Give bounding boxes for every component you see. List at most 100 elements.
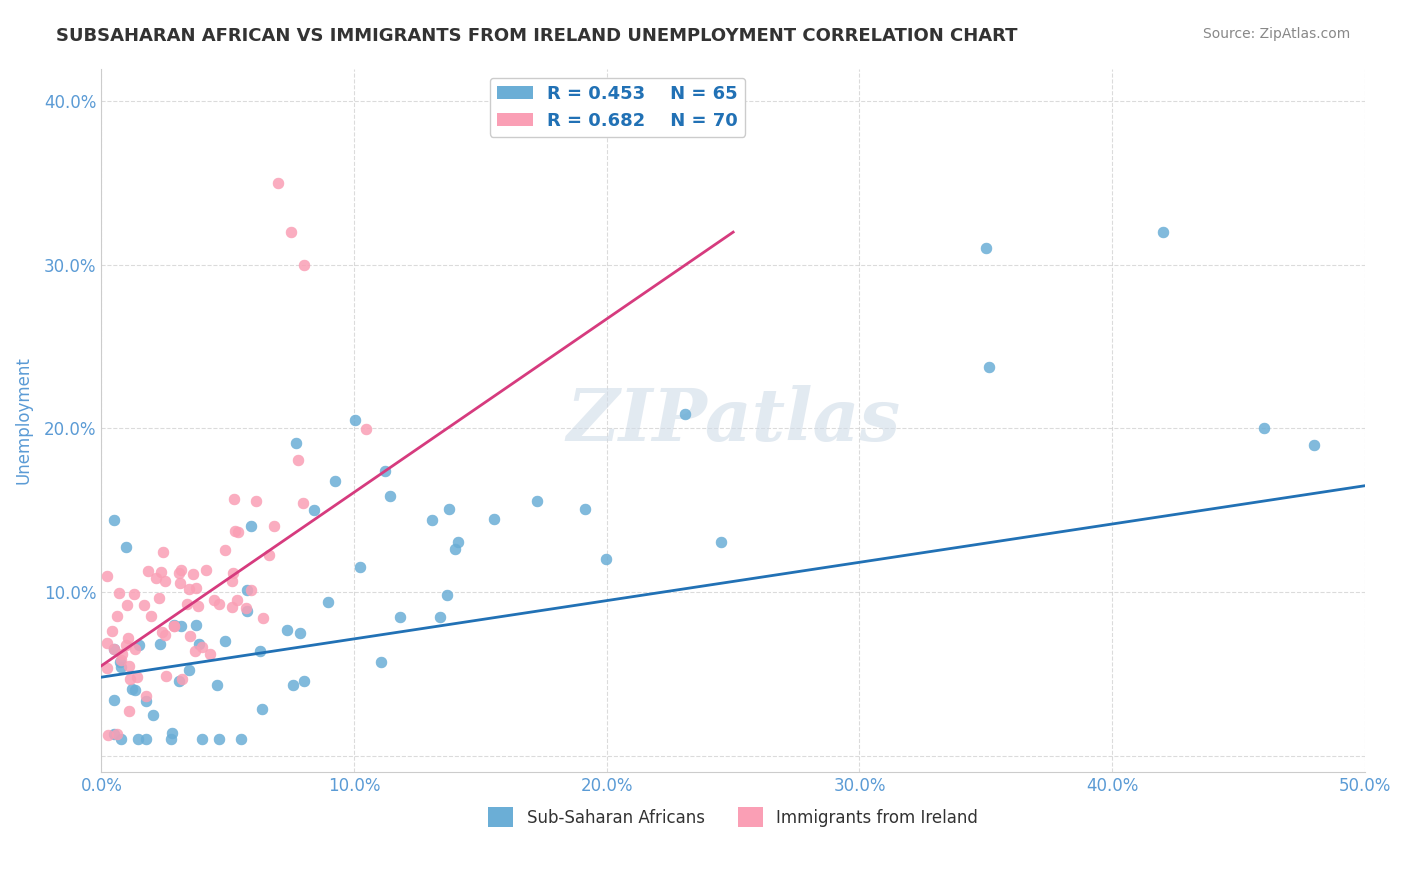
Point [191, 732, 214, 747]
Point [710, 535, 733, 549]
Point [287, 453, 309, 467]
Point [205, 678, 228, 692]
Point [263, 519, 285, 533]
Point [388, 610, 411, 624]
Legend: Sub-Saharan Africans, Immigrants from Ireland: Sub-Saharan Africans, Immigrants from Ir… [481, 800, 984, 834]
Point [103, 642, 125, 657]
Point [229, 732, 252, 747]
Point [429, 609, 451, 624]
Point [239, 519, 262, 533]
Point [276, 624, 298, 638]
Point [281, 678, 304, 692]
Point [128, 638, 150, 652]
Point [354, 422, 377, 436]
Point [111, 647, 134, 661]
Point [105, 727, 128, 741]
Point [149, 637, 172, 651]
Point [222, 566, 245, 580]
Text: Source: ZipAtlas.com: Source: ZipAtlas.com [1202, 27, 1350, 41]
Point [370, 655, 392, 669]
Point [236, 583, 259, 598]
Point [208, 732, 231, 747]
Point [162, 619, 184, 633]
Point [249, 644, 271, 658]
Point [316, 595, 339, 609]
Point [526, 494, 548, 508]
Point [250, 702, 273, 716]
Point [1152, 225, 1174, 239]
Point [292, 258, 315, 272]
Point [240, 583, 263, 598]
Point [444, 542, 467, 557]
Point [214, 633, 236, 648]
Point [200, 647, 222, 661]
Point [349, 560, 371, 574]
Point [380, 489, 402, 503]
Point [202, 592, 225, 607]
Point [96, 569, 118, 583]
Point [191, 640, 214, 654]
Point [224, 524, 246, 539]
Point [221, 600, 243, 615]
Point [290, 626, 312, 640]
Point [245, 494, 267, 508]
Point [186, 581, 208, 595]
Point [235, 601, 257, 615]
Point [117, 598, 139, 612]
Point [183, 644, 205, 658]
Point [118, 672, 141, 686]
Point [117, 659, 139, 673]
Point [142, 708, 165, 723]
Point [447, 535, 470, 549]
Point [103, 513, 125, 527]
Point [110, 653, 132, 667]
Point [235, 604, 257, 618]
Point [179, 629, 201, 643]
Point [176, 597, 198, 611]
Point [343, 413, 366, 427]
Text: ZIPatlas: ZIPatlas [567, 384, 900, 456]
Point [1253, 421, 1275, 435]
Point [974, 242, 997, 256]
Point [163, 619, 186, 633]
Point [105, 608, 128, 623]
Point [252, 611, 274, 625]
Point [294, 674, 316, 689]
Point [284, 436, 307, 450]
Point [259, 548, 281, 562]
Point [96, 661, 118, 675]
Point [420, 513, 443, 527]
Point [184, 618, 207, 632]
Point [103, 693, 125, 707]
Point [152, 625, 174, 640]
Point [170, 563, 193, 577]
Point [439, 502, 461, 516]
Point [152, 545, 174, 559]
Point [124, 683, 146, 698]
Point [153, 574, 176, 589]
Point [127, 732, 149, 747]
Text: SUBSAHARAN AFRICAN VS IMMIGRANTS FROM IRELAND UNEMPLOYMENT CORRELATION CHART: SUBSAHARAN AFRICAN VS IMMIGRANTS FROM IR… [56, 27, 1018, 45]
Point [323, 474, 346, 488]
Point [103, 727, 125, 741]
Point [97, 728, 120, 742]
Point [374, 464, 396, 478]
Point [302, 503, 325, 517]
Point [162, 726, 184, 740]
Point [214, 543, 236, 558]
Point [124, 587, 146, 601]
Point [1303, 438, 1326, 452]
Point [139, 608, 162, 623]
Point [170, 619, 193, 633]
Point [150, 565, 173, 579]
Point [574, 502, 596, 516]
Point [225, 593, 247, 607]
Point [226, 524, 249, 539]
Point [177, 582, 200, 596]
Point [267, 176, 290, 190]
Point [108, 655, 131, 669]
Point [221, 574, 243, 589]
Point [108, 586, 131, 600]
Point [187, 599, 209, 613]
Point [132, 598, 155, 612]
